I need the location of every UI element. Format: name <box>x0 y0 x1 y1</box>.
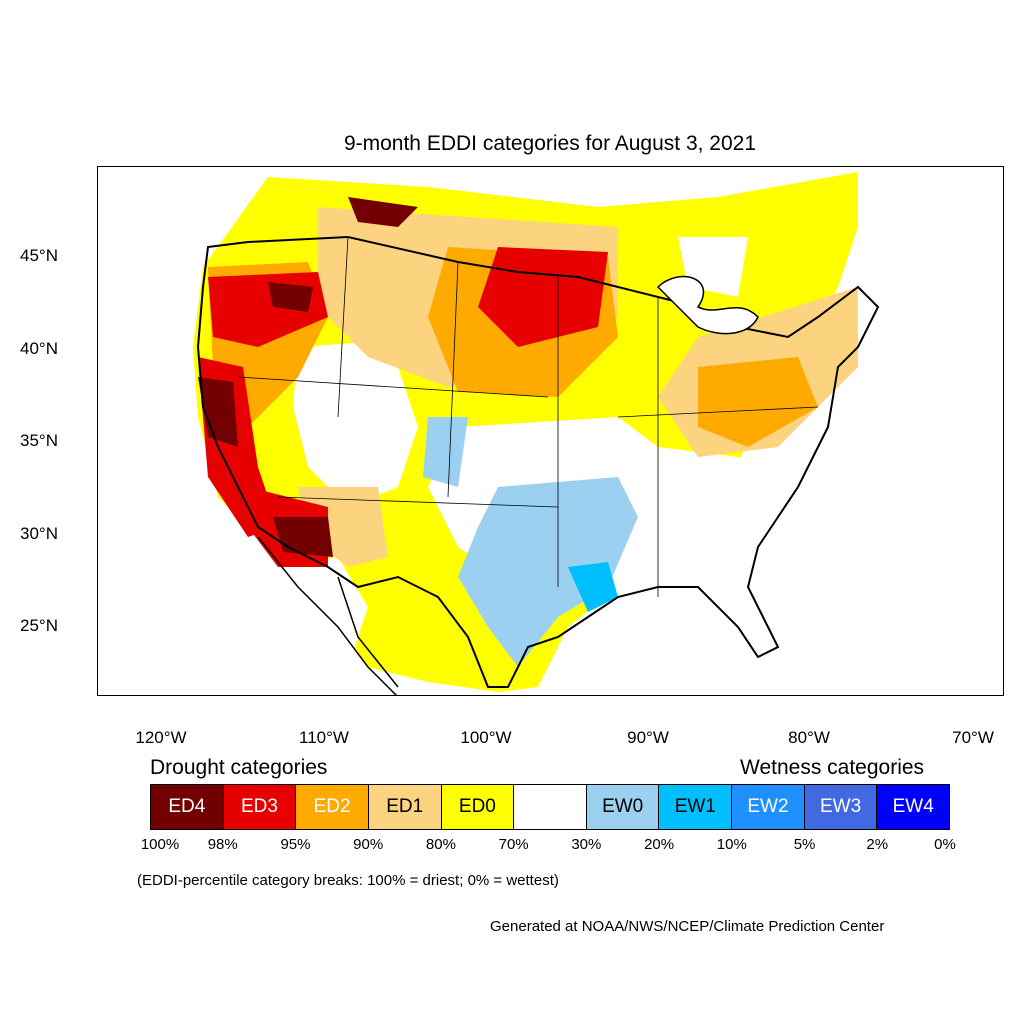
percentile-break: 2% <box>866 836 889 853</box>
lon-label-100: 100°W <box>460 728 512 747</box>
drought-region-ed4-oregon <box>268 282 313 312</box>
wetness-region-ew1 <box>568 562 618 612</box>
drought-legend-heading: Drought categories <box>150 756 328 779</box>
percentile-break: 100% <box>140 836 180 853</box>
lon-label-90: 90°W <box>627 728 669 747</box>
legend-swatch-ew4: EW4 <box>877 785 950 829</box>
wetness-region-ew0 <box>458 477 638 667</box>
drought-region-ed4-montana <box>348 197 418 227</box>
legend-swatch-ew1: EW1 <box>659 785 733 829</box>
percentile-break: 90% <box>353 836 384 853</box>
legend-swatch-ew2: EW2 <box>732 785 805 829</box>
percentile-break: 80% <box>425 836 456 853</box>
percentile-break: 10% <box>716 836 747 853</box>
lon-label-80: 80°W <box>788 728 830 747</box>
legend-swatch-ed3: ED3 <box>223 785 297 829</box>
lat-label-35: 35°N <box>20 431 58 450</box>
legend-swatch-ed4: ED4 <box>151 785 224 829</box>
lat-label-30: 30°N <box>20 524 58 543</box>
lon-label-120: 120°W <box>135 728 187 747</box>
percentile-break: 95% <box>280 836 311 853</box>
lon-label-110: 110°W <box>299 728 349 747</box>
lon-label-70: 70°W <box>952 728 994 747</box>
drought-region-ed4-california <box>198 377 238 447</box>
map-title: 9-month EDDI categories for August 3, 20… <box>343 132 757 155</box>
percentile-break: 20% <box>644 836 675 853</box>
legend-swatch-ed1: ED1 <box>368 785 442 829</box>
mexico-outline <box>257 536 399 695</box>
drought-region-ed3-dakotas <box>478 247 608 347</box>
credit-line: Generated at NOAA/NWS/NCEP/Climate Predi… <box>490 918 885 935</box>
lat-label-40: 40°N <box>20 339 58 358</box>
great-lakes <box>656 275 759 335</box>
category-legend: ED4 ED3 ED2 ED1 ED0 EW0 EW1 EW2 EW3 EW4 <box>150 784 950 830</box>
percentile-break: 70% <box>498 836 529 853</box>
lat-label-25: 25°N <box>20 616 58 635</box>
percentile-break: 0% <box>934 836 956 853</box>
legend-swatch-ed2: ED2 <box>296 785 369 829</box>
legend-swatch-ed0: ED0 <box>441 785 515 829</box>
percentile-break: 30% <box>571 836 602 853</box>
state-borders <box>237 236 819 597</box>
wetness-region-ew0-colorado <box>423 417 468 487</box>
drought-region-ed2-ohio <box>698 357 818 447</box>
breaks-note: (EDDI-percentile category breaks: 100% =… <box>137 872 559 889</box>
legend-swatch-normal <box>514 785 587 829</box>
legend-swatch-ew0: EW0 <box>586 785 660 829</box>
lat-label-45: 45°N <box>20 246 58 265</box>
map-plot-area <box>97 166 1004 696</box>
legend-swatch-ew3: EW3 <box>804 785 878 829</box>
eddi-map-graphic <box>193 172 880 695</box>
percentile-break: 98% <box>207 836 238 853</box>
wetness-legend-heading: Wetness categories <box>740 756 925 779</box>
near-normal-region-west <box>293 342 418 507</box>
percentile-break: 5% <box>793 836 816 853</box>
